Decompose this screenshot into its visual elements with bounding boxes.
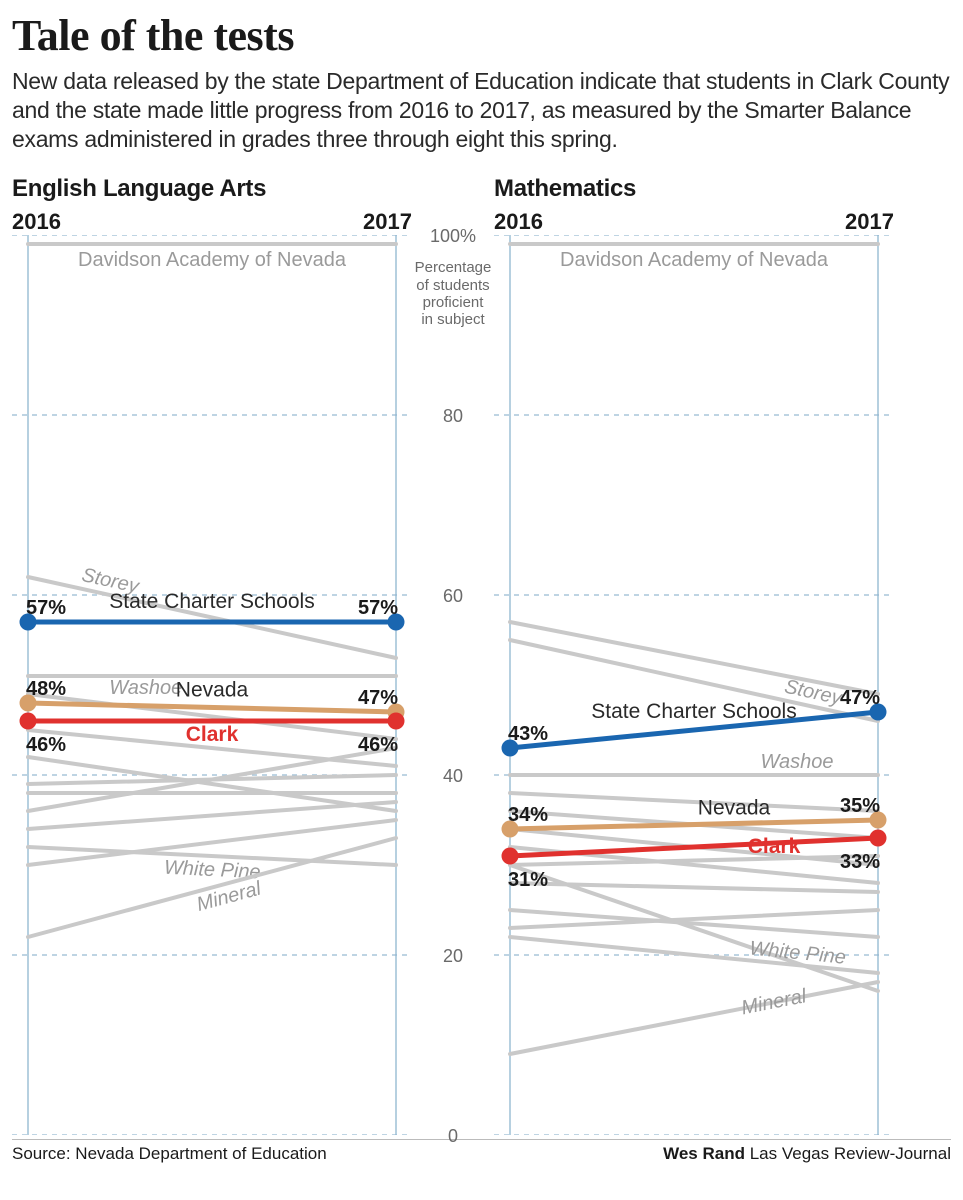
svg-text:Washoe: Washoe bbox=[761, 751, 834, 773]
slope-plot: Davidson Academy of NevadaStoreyWashoeWh… bbox=[494, 235, 894, 1135]
svg-text:Nevada: Nevada bbox=[176, 679, 249, 702]
svg-text:White Pine: White Pine bbox=[748, 938, 846, 969]
svg-text:46%: 46% bbox=[26, 734, 66, 756]
svg-text:Clark: Clark bbox=[748, 835, 801, 858]
y-tick-label: 60 bbox=[412, 586, 494, 607]
credit-name: Wes Rand bbox=[663, 1144, 745, 1163]
year-left: 2016 bbox=[494, 209, 543, 235]
svg-text:43%: 43% bbox=[508, 723, 548, 745]
credit: Wes Rand Las Vegas Review-Journal bbox=[663, 1144, 951, 1164]
svg-text:31%: 31% bbox=[508, 869, 548, 891]
credit-pub: Las Vegas Review-Journal bbox=[745, 1144, 951, 1163]
y-tick-label: 0 bbox=[412, 1126, 494, 1147]
chart-panel: English Language Arts20162017Davidson Ac… bbox=[12, 175, 412, 1135]
y-tick-label: 20 bbox=[412, 946, 494, 967]
svg-text:47%: 47% bbox=[840, 687, 880, 709]
svg-text:Davidson Academy of Nevada: Davidson Academy of Nevada bbox=[78, 249, 347, 271]
panel-title: Mathematics bbox=[494, 175, 894, 203]
source-text: Source: Nevada Department of Education bbox=[12, 1144, 327, 1164]
svg-text:Washoe: Washoe bbox=[109, 677, 182, 699]
svg-text:33%: 33% bbox=[840, 851, 880, 873]
year-right: 2017 bbox=[363, 209, 412, 235]
svg-text:Nevada: Nevada bbox=[698, 797, 771, 820]
svg-text:35%: 35% bbox=[840, 795, 880, 817]
year-left: 2016 bbox=[12, 209, 61, 235]
y-tick-label: 80 bbox=[412, 406, 494, 427]
subhead: New data released by the state Departmen… bbox=[12, 67, 951, 153]
year-right: 2017 bbox=[845, 209, 894, 235]
y-axis-description: Percentageof studentsproficientin subjec… bbox=[412, 259, 494, 328]
year-row: 2016 2017 bbox=[12, 209, 412, 235]
svg-text:57%: 57% bbox=[358, 597, 398, 619]
svg-text:46%: 46% bbox=[358, 734, 398, 756]
svg-text:State Charter Schools: State Charter Schools bbox=[591, 700, 796, 723]
slope-plot: Davidson Academy of NevadaStoreyWashoeWh… bbox=[12, 235, 412, 1135]
y-axis-labels: 020406080100%Percentageof studentsprofic… bbox=[412, 235, 494, 1135]
headline: Tale of the tests bbox=[12, 10, 951, 61]
svg-text:Clark: Clark bbox=[186, 723, 239, 746]
y-tick-label: 40 bbox=[412, 766, 494, 787]
svg-text:Mineral: Mineral bbox=[740, 985, 809, 1019]
svg-text:Davidson Academy of Nevada: Davidson Academy of Nevada bbox=[560, 249, 829, 271]
svg-text:47%: 47% bbox=[358, 687, 398, 709]
charts-row: English Language Arts20162017Davidson Ac… bbox=[12, 175, 951, 1135]
year-row: 2016 2017 bbox=[494, 209, 894, 235]
svg-text:34%: 34% bbox=[508, 804, 548, 826]
svg-text:State Charter Schools: State Charter Schools bbox=[109, 590, 314, 613]
svg-text:57%: 57% bbox=[26, 597, 66, 619]
svg-text:48%: 48% bbox=[26, 678, 66, 700]
chart-panel: Mathematics20162017Davidson Academy of N… bbox=[494, 175, 894, 1135]
y-tick-label: 100% bbox=[412, 226, 494, 247]
panel-title: English Language Arts bbox=[12, 175, 412, 203]
